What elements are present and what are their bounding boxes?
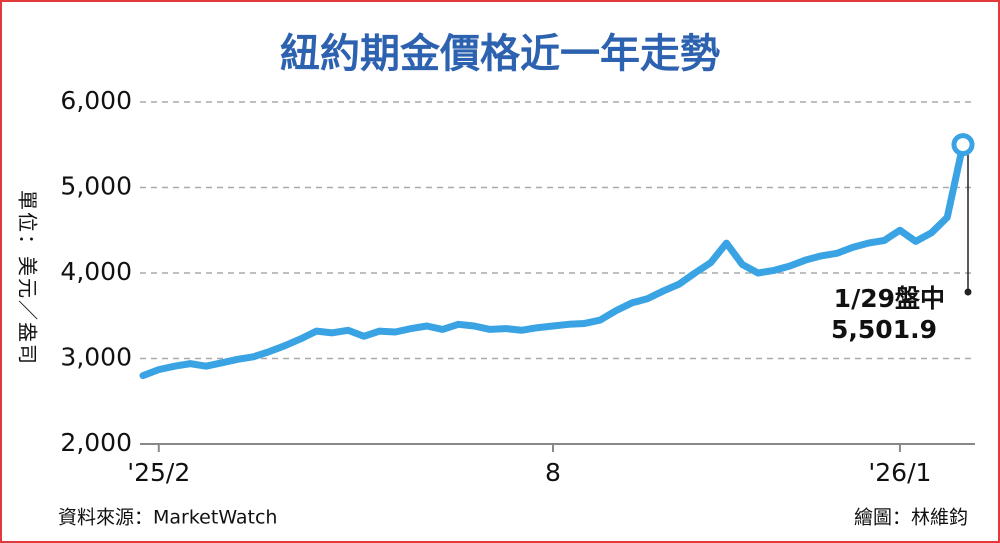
source: 資料來源：MarketWatch bbox=[58, 507, 277, 529]
y-tick-label: 3,000 bbox=[60, 343, 132, 372]
y-tick-label: 5,000 bbox=[60, 172, 132, 201]
credit: 繪圖：林維鈞 bbox=[854, 507, 968, 529]
x-tick-label: 8 bbox=[545, 458, 561, 487]
x-tick-label: '25/2 bbox=[127, 458, 190, 487]
price-line bbox=[139, 141, 967, 380]
y-tick-label: 6,000 bbox=[60, 86, 132, 115]
y-tick-label: 2,000 bbox=[60, 428, 132, 457]
value-label: 5,501.9 bbox=[831, 315, 937, 344]
chart-title: 紐約期金價格近一年走勢 bbox=[280, 31, 720, 77]
y-axis-label: 單位：美元／盎司 bbox=[16, 190, 40, 366]
end-point bbox=[951, 133, 975, 157]
y-tick-label: 4,000 bbox=[60, 257, 132, 286]
leader-dot bbox=[964, 288, 972, 296]
x-tick-label: '26/1 bbox=[868, 458, 931, 487]
annotation: 1/29盤中 bbox=[834, 284, 945, 313]
